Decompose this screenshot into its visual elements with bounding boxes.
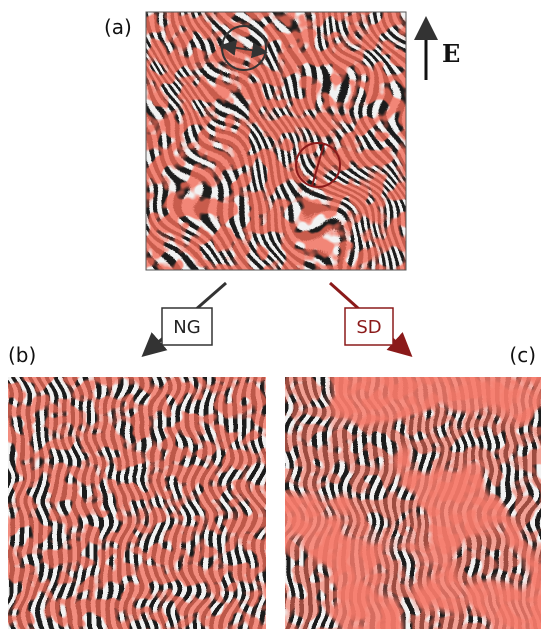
panel-c-image (260, 350, 541, 629)
sd-label: SD (356, 317, 381, 338)
panel-b-image (0, 350, 290, 629)
field-label: E (442, 39, 460, 68)
panel-a-image (120, 0, 430, 300)
ng-label: NG (173, 317, 200, 338)
panel-label: (b) (8, 343, 36, 367)
panel-label: (a) (104, 15, 132, 39)
figure: (a) E NG SD (b) (c) (0, 0, 541, 629)
panel-label: (c) (509, 343, 536, 367)
